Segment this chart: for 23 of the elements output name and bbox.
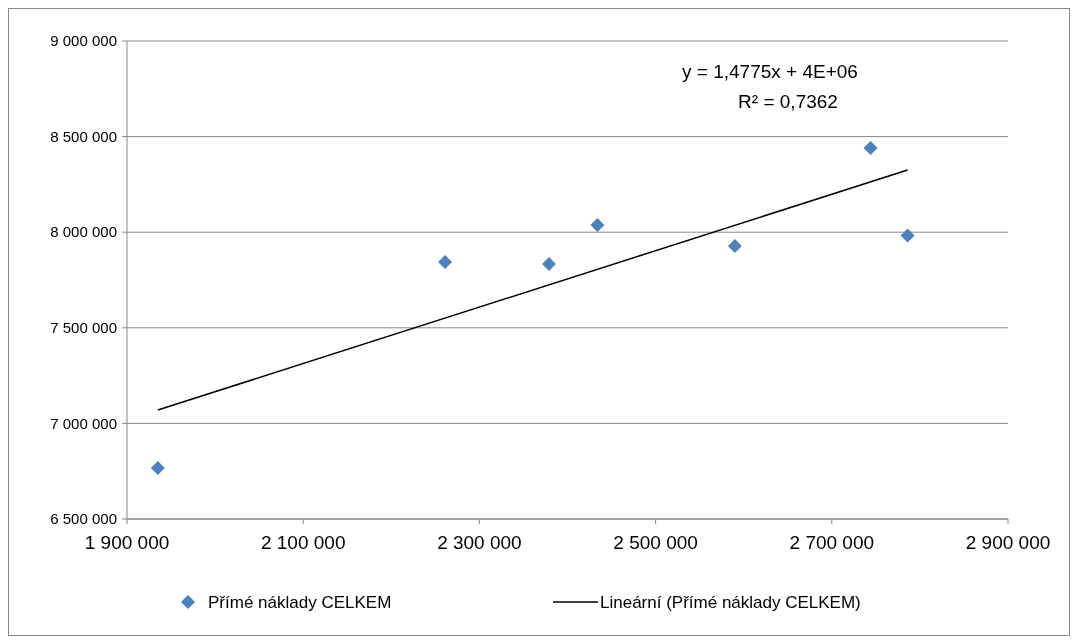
point xyxy=(590,217,605,232)
point xyxy=(150,460,165,475)
y-tick-label: 8 000 000 xyxy=(50,223,117,241)
y-tick-label: 9 000 000 xyxy=(50,32,117,50)
point xyxy=(727,238,742,253)
y-tick-label: 8 500 000 xyxy=(50,127,117,145)
legend-label: Lineární (Přímé náklady CELKEM) xyxy=(600,593,861,612)
annotation: y = 1,4775x + 4E+06 xyxy=(682,61,858,82)
point xyxy=(900,228,915,243)
legend-label: Přímé náklady CELKEM xyxy=(208,593,392,612)
y-tick-label: 7 000 000 xyxy=(50,414,117,432)
y-tick-label: 7 500 000 xyxy=(50,319,117,337)
x-tick-label: 2 100 000 xyxy=(260,532,346,553)
x-tick-label: 1 900 000 xyxy=(84,532,170,553)
y-tick-label: 6 500 000 xyxy=(50,510,117,528)
x-tick-label: 2 900 000 xyxy=(965,532,1051,553)
point xyxy=(542,256,556,271)
annotation: R² = 0,7362 xyxy=(738,91,838,112)
x-tick-label: 2 300 000 xyxy=(437,532,522,553)
point xyxy=(438,255,453,270)
x-tick-label: 2 500 000 xyxy=(613,532,698,553)
point xyxy=(863,141,878,156)
x-tick-label: 2 700 000 xyxy=(789,532,875,553)
